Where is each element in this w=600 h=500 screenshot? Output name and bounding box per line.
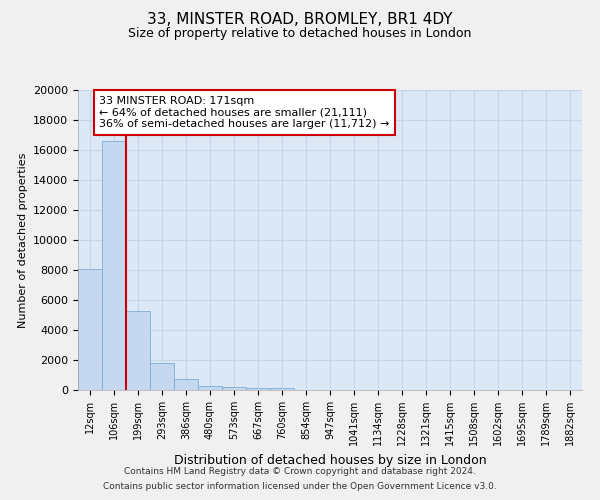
Bar xyxy=(174,379,198,390)
Y-axis label: Number of detached properties: Number of detached properties xyxy=(17,152,28,328)
Bar xyxy=(102,141,126,390)
Bar xyxy=(150,363,174,390)
X-axis label: Distribution of detached houses by size in London: Distribution of detached houses by size … xyxy=(173,454,487,466)
Text: 33 MINSTER ROAD: 171sqm
← 64% of detached houses are smaller (21,111)
36% of sem: 33 MINSTER ROAD: 171sqm ← 64% of detache… xyxy=(99,96,389,129)
Text: Size of property relative to detached houses in London: Size of property relative to detached ho… xyxy=(128,28,472,40)
Text: Contains HM Land Registry data © Crown copyright and database right 2024.: Contains HM Land Registry data © Crown c… xyxy=(124,467,476,476)
Text: 33, MINSTER ROAD, BROMLEY, BR1 4DY: 33, MINSTER ROAD, BROMLEY, BR1 4DY xyxy=(147,12,453,28)
Bar xyxy=(270,388,294,390)
Bar xyxy=(246,388,270,390)
Bar xyxy=(198,386,222,390)
Text: Contains public sector information licensed under the Open Government Licence v3: Contains public sector information licen… xyxy=(103,482,497,491)
Bar xyxy=(78,268,102,390)
Bar xyxy=(222,387,246,390)
Bar xyxy=(126,310,150,390)
